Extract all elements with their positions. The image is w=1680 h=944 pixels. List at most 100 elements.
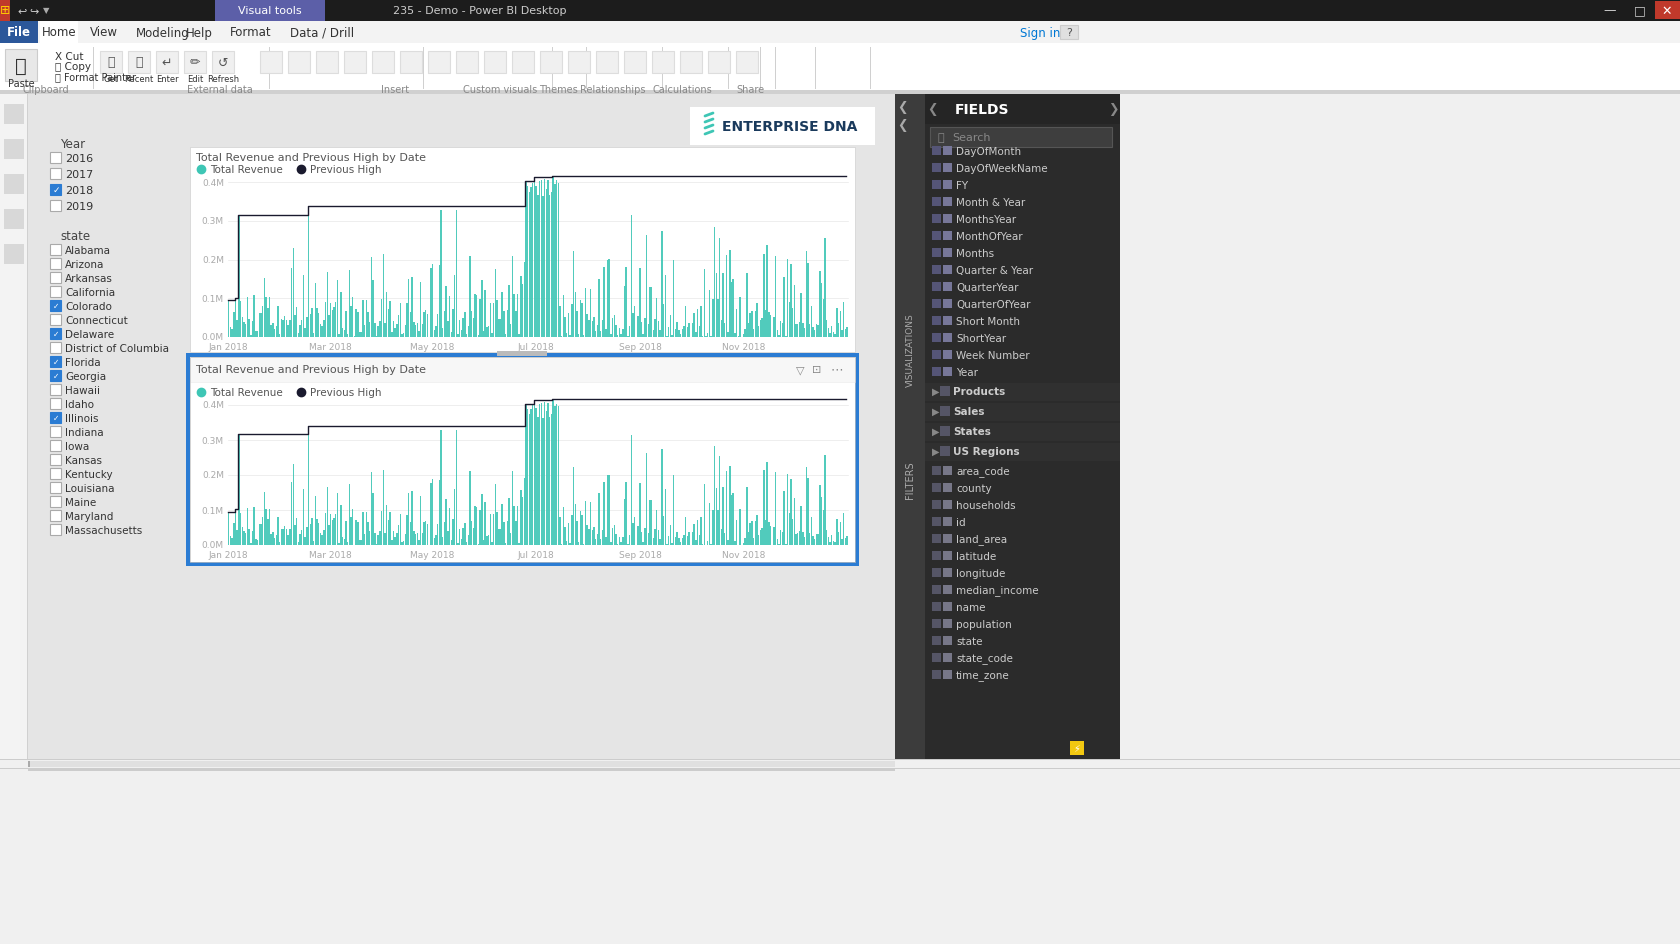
Text: 235 - Demo - Power BI Desktop: 235 - Demo - Power BI Desktop xyxy=(393,6,566,16)
Bar xyxy=(50,314,60,326)
Text: ❮: ❮ xyxy=(897,119,907,132)
Bar xyxy=(942,248,953,258)
Bar xyxy=(932,316,941,326)
Text: population: population xyxy=(956,619,1011,630)
Text: Jan 2018: Jan 2018 xyxy=(208,551,249,560)
Text: External data: External data xyxy=(186,85,254,95)
Bar xyxy=(942,483,953,493)
Text: state: state xyxy=(956,636,983,647)
Text: QuarterOfYear: QuarterOfYear xyxy=(956,299,1030,310)
Text: 0.3M: 0.3M xyxy=(202,217,223,226)
Bar xyxy=(428,52,450,74)
Bar xyxy=(344,52,366,74)
Bar xyxy=(50,384,60,396)
Text: 0.3M: 0.3M xyxy=(202,436,223,445)
Bar xyxy=(0,44,1680,95)
Text: California: California xyxy=(66,287,116,297)
Bar xyxy=(212,52,234,74)
Bar xyxy=(941,427,949,436)
Text: FY: FY xyxy=(956,181,968,191)
Bar xyxy=(50,427,60,437)
Bar xyxy=(942,282,953,292)
Bar xyxy=(932,653,941,663)
Text: View: View xyxy=(91,26,118,40)
Text: Custom visuals: Custom visuals xyxy=(464,85,538,95)
Bar xyxy=(50,357,60,367)
Bar xyxy=(942,551,953,561)
Text: Clipboard: Clipboard xyxy=(24,85,69,95)
Text: ❯: ❯ xyxy=(1107,104,1119,116)
Bar xyxy=(128,52,150,74)
Bar xyxy=(3,244,24,264)
Text: Previous High: Previous High xyxy=(311,388,381,397)
Bar xyxy=(932,350,941,360)
Text: Jan 2018: Jan 2018 xyxy=(208,343,249,352)
Text: Louisiana: Louisiana xyxy=(66,483,114,493)
Bar xyxy=(932,602,941,612)
Bar xyxy=(926,383,1121,401)
Text: ⚡: ⚡ xyxy=(1074,743,1080,753)
Text: Massachusetts: Massachusetts xyxy=(66,525,143,535)
Text: ▶: ▶ xyxy=(932,407,939,416)
Text: Relationships: Relationships xyxy=(580,85,645,95)
Bar xyxy=(50,371,60,381)
Bar xyxy=(50,525,60,535)
Bar xyxy=(932,181,941,190)
Bar xyxy=(942,164,953,173)
Text: ⎘ Copy: ⎘ Copy xyxy=(55,62,91,72)
Bar xyxy=(942,198,953,207)
Bar xyxy=(101,52,123,74)
Bar xyxy=(926,95,1121,125)
Bar xyxy=(50,244,60,256)
Bar xyxy=(186,354,858,566)
Bar xyxy=(926,404,1121,422)
Text: ✓: ✓ xyxy=(54,186,60,194)
Text: May 2018: May 2018 xyxy=(410,343,455,352)
Text: Total Revenue and Previous High by Date: Total Revenue and Previous High by Date xyxy=(197,364,427,375)
Bar xyxy=(0,91,1680,95)
Bar xyxy=(942,232,953,241)
Bar xyxy=(50,153,60,164)
Text: QuarterYear: QuarterYear xyxy=(956,282,1018,293)
Bar xyxy=(942,534,953,544)
Text: Connecticut: Connecticut xyxy=(66,315,128,325)
Text: File: File xyxy=(7,26,30,40)
Bar xyxy=(926,444,1121,462)
Text: Arizona: Arizona xyxy=(66,260,104,269)
Text: Help: Help xyxy=(185,26,212,40)
Bar xyxy=(50,259,60,270)
Bar xyxy=(190,358,855,382)
Text: Format: Format xyxy=(230,26,272,40)
Text: District of Columbia: District of Columbia xyxy=(66,343,170,353)
Bar xyxy=(926,424,1121,442)
Bar xyxy=(942,568,953,578)
Text: ↪: ↪ xyxy=(29,6,39,16)
Text: ↵: ↵ xyxy=(161,57,173,70)
Bar xyxy=(932,636,941,646)
Text: Mar 2018: Mar 2018 xyxy=(309,551,351,560)
Bar xyxy=(484,52,506,74)
Text: Home: Home xyxy=(42,26,76,40)
Text: X Cut: X Cut xyxy=(55,52,84,62)
Bar xyxy=(0,22,1680,44)
Bar xyxy=(29,95,895,759)
Text: Kansas: Kansas xyxy=(66,455,102,465)
Text: —: — xyxy=(1604,5,1616,18)
Text: ▶: ▶ xyxy=(932,447,939,457)
Text: Indiana: Indiana xyxy=(66,427,104,437)
Text: Themes: Themes xyxy=(539,85,578,95)
Text: ▽: ▽ xyxy=(796,364,805,375)
Text: Florida: Florida xyxy=(66,357,101,367)
Text: Search: Search xyxy=(953,133,991,143)
Text: Nov 2018: Nov 2018 xyxy=(722,343,766,352)
Text: Short Month: Short Month xyxy=(956,316,1020,327)
Bar xyxy=(942,299,953,309)
Text: Total Revenue and Previous High by Date: Total Revenue and Previous High by Date xyxy=(197,153,427,162)
Text: DayOfWeekName: DayOfWeekName xyxy=(956,164,1048,174)
Text: Georgia: Georgia xyxy=(66,371,106,381)
Bar xyxy=(680,52,702,74)
Text: 0.2M: 0.2M xyxy=(202,471,223,480)
Bar xyxy=(707,52,731,74)
Text: Enter: Enter xyxy=(156,75,178,83)
Bar xyxy=(50,497,60,508)
